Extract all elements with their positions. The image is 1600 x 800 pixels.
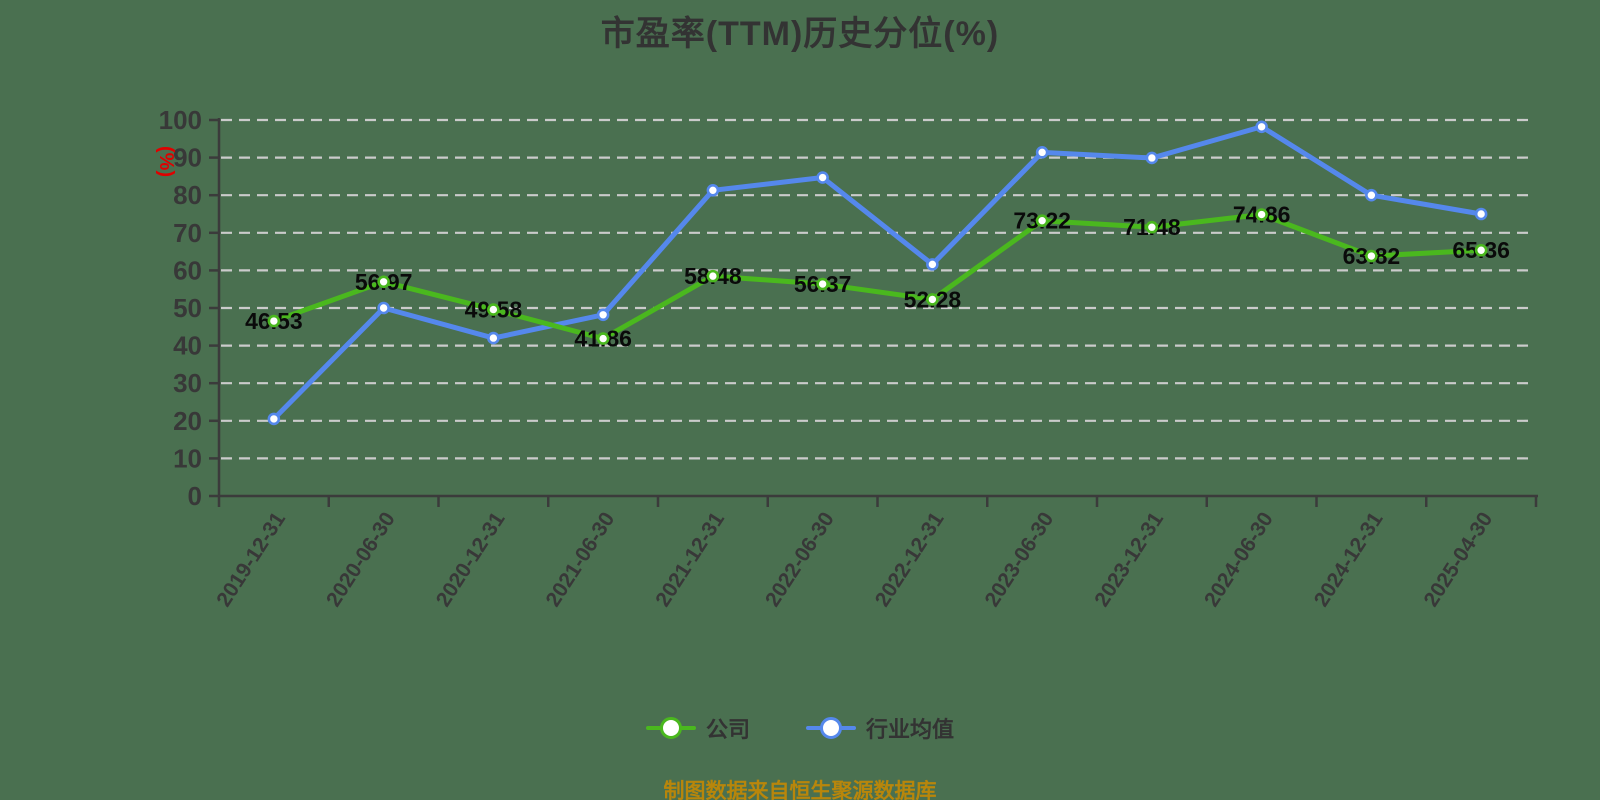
legend-marker-company-icon bbox=[645, 717, 696, 739]
company-point-marker-2025-04-30[interactable] bbox=[1474, 243, 1488, 257]
y-axis-label-30: 30 bbox=[173, 368, 202, 398]
company-point-marker-2023-12-31[interactable] bbox=[1145, 220, 1159, 234]
company-point-marker-2021-06-30[interactable] bbox=[596, 332, 610, 345]
x-axis-label-2024-06-30: 2024-06-30 bbox=[1200, 508, 1278, 611]
industry-point-marker-2020-06-30[interactable] bbox=[377, 301, 390, 315]
company-point-marker-2020-06-30[interactable] bbox=[377, 275, 390, 289]
company-point-marker-2019-12-31[interactable] bbox=[267, 314, 281, 328]
industry-point-marker-2023-06-30[interactable] bbox=[1035, 146, 1049, 159]
x-axis-label-2022-06-30: 2022-06-30 bbox=[761, 508, 839, 611]
y-axis-label-50: 50 bbox=[173, 293, 202, 323]
y-axis-label-60: 60 bbox=[173, 255, 202, 285]
chart-legend: 公司 行业均值 bbox=[0, 712, 1600, 744]
industry-point-marker-2020-12-31[interactable] bbox=[487, 331, 500, 345]
x-axis-label-2023-12-31: 2023-12-31 bbox=[1090, 508, 1168, 611]
legend-label-company: 公司 bbox=[705, 717, 750, 742]
x-axis-label-2020-06-30: 2020-06-30 bbox=[322, 508, 400, 611]
company-point-marker-2021-12-31[interactable] bbox=[706, 269, 720, 283]
industry-line bbox=[271, 124, 1484, 422]
data-source-note: 制图数据来自恒生聚源数据库 bbox=[663, 780, 937, 800]
industry-point-marker-2024-12-31[interactable] bbox=[1365, 188, 1378, 202]
industry-point-marker-2025-04-30[interactable] bbox=[1474, 207, 1488, 221]
x-axis-label-2025-04-30: 2025-04-30 bbox=[1420, 508, 1498, 611]
industry-point-marker-2023-12-31[interactable] bbox=[1145, 151, 1159, 165]
x-axis-label-2021-12-31: 2021-12-31 bbox=[651, 508, 729, 611]
x-axis-label-2020-12-31: 2020-12-31 bbox=[432, 508, 510, 611]
y-axis-label-10: 10 bbox=[173, 443, 202, 473]
legend-circle-company bbox=[659, 717, 682, 739]
y-axis-label-70: 70 bbox=[173, 218, 202, 248]
industry-point-marker-2022-12-31[interactable] bbox=[926, 258, 939, 271]
y-axis-label-100: 100 bbox=[159, 105, 202, 135]
x-axis-label-2023-06-30: 2023-06-30 bbox=[981, 508, 1059, 611]
legend-item-company[interactable]: 公司 bbox=[645, 712, 750, 744]
y-axis-label-0: 0 bbox=[188, 481, 202, 511]
industry-point-marker-2019-12-31[interactable] bbox=[267, 412, 281, 426]
x-axis-label-2021-06-30: 2021-06-30 bbox=[542, 508, 620, 611]
y-axis-unit-label: (%) bbox=[155, 146, 177, 177]
company-point-marker-2022-06-30[interactable] bbox=[816, 277, 829, 291]
legend-circle-industry bbox=[820, 717, 842, 739]
x-axis-label-2024-12-31: 2024-12-31 bbox=[1310, 508, 1388, 611]
y-axis-label-90: 90 bbox=[173, 143, 202, 173]
legend-item-industry[interactable]: 行业均值 bbox=[806, 712, 954, 744]
x-axis-label-2019-12-31: 2019-12-31 bbox=[212, 508, 290, 611]
company-point-marker-2023-06-30[interactable] bbox=[1035, 214, 1049, 227]
industry-point-marker-2024-06-30[interactable] bbox=[1255, 120, 1268, 134]
chart-title: 市盈率(TTM)历史分位(%) bbox=[600, 15, 1000, 53]
company-line bbox=[271, 212, 1484, 342]
legend-label-industry: 行业均值 bbox=[866, 717, 955, 742]
industry-point-marker-2022-06-30[interactable] bbox=[816, 171, 829, 184]
x-axis-label-2022-12-31: 2022-12-31 bbox=[871, 508, 949, 611]
company-point-marker-2024-12-31[interactable] bbox=[1365, 249, 1378, 263]
company-point-marker-2020-12-31[interactable] bbox=[487, 303, 500, 316]
y-axis-label-40: 40 bbox=[173, 331, 202, 361]
legend-marker-industry-icon bbox=[806, 717, 856, 739]
company-point-marker-2024-06-30[interactable] bbox=[1255, 208, 1268, 221]
y-axis-label-20: 20 bbox=[173, 406, 202, 436]
industry-point-marker-2021-12-31[interactable] bbox=[706, 184, 720, 197]
chart-canvas: 0 10 20 30 40 50 60 70 80 90 100 (%) 2019-12-31 2020-… bbox=[155, 105, 1538, 611]
company-point-marker-2022-12-31[interactable] bbox=[926, 293, 939, 306]
industry-point-marker-2021-06-30[interactable] bbox=[596, 308, 610, 322]
y-axis-label-80: 80 bbox=[173, 180, 202, 210]
